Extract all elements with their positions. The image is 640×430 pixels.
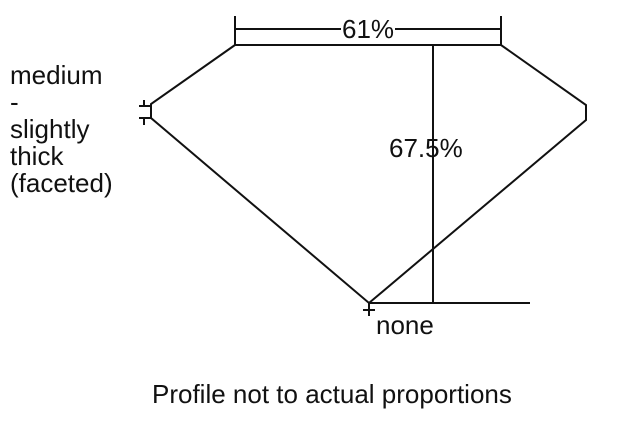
girdle-label-line: slightly bbox=[10, 114, 90, 144]
depth-percentage-label: 67.5% bbox=[389, 133, 463, 163]
girdle-label-line: (faceted) bbox=[10, 168, 113, 198]
girdle-label: medium - slightly thick (faceted) bbox=[10, 62, 113, 197]
culet-label: none bbox=[376, 310, 434, 340]
gem-outline bbox=[150, 44, 587, 305]
girdle-label-line: thick bbox=[10, 141, 64, 171]
girdle-label-line: medium bbox=[10, 60, 103, 90]
caption: Profile not to actual proportions bbox=[152, 379, 512, 409]
table-percentage-label: 61% bbox=[341, 14, 396, 44]
girdle-label-line: - bbox=[10, 87, 19, 117]
